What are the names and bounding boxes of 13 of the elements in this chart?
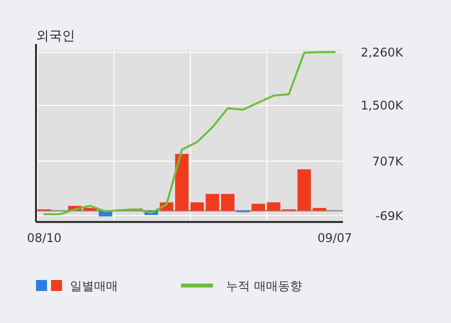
legend-label: 일별매매 — [70, 279, 118, 293]
y-tick-label: -69K — [376, 208, 404, 223]
bar — [83, 208, 97, 211]
x-tick-label: 08/10 — [26, 231, 62, 245]
bar — [252, 204, 266, 211]
y-tick-label: 2,260K — [360, 45, 404, 60]
x-tick-label: 09/07 — [317, 231, 352, 245]
y-tick-label: 1,500K — [360, 98, 404, 113]
y-tick-label: 707K — [372, 154, 404, 168]
chart-title: 외국인 — [36, 29, 75, 44]
bar — [220, 194, 234, 211]
legend-label: 누적 매매동향 — [226, 279, 302, 293]
line-series — [43, 51, 336, 216]
